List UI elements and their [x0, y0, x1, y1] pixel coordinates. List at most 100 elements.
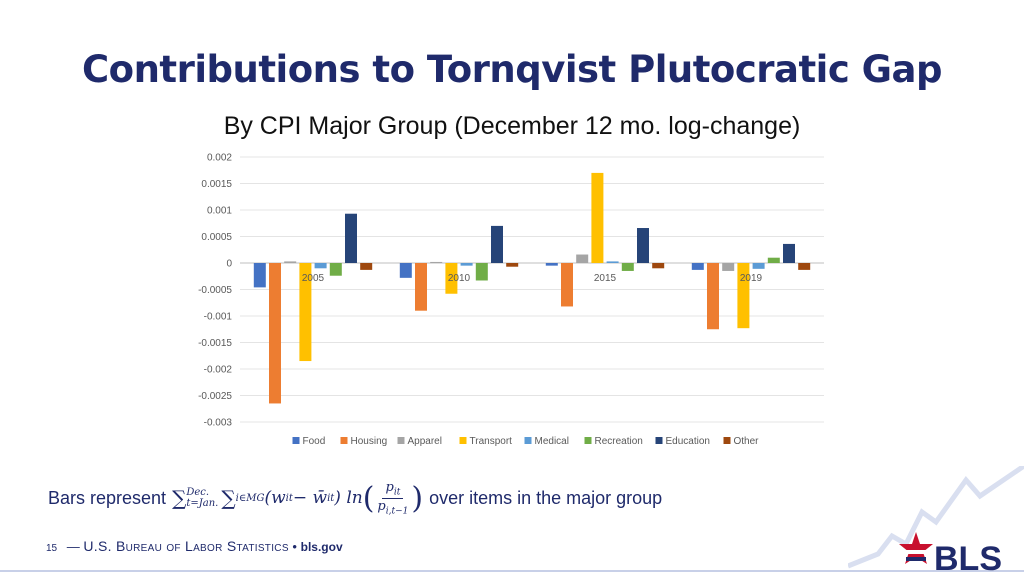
outer-sum-limits: Dec. t=Jan. [186, 487, 218, 509]
bar-apparel-2005 [284, 261, 297, 263]
bls-logo: BLS [848, 466, 1024, 576]
y-tick-label: 0.0015 [201, 179, 232, 190]
bar-transport-2015 [591, 172, 604, 263]
y-tick-label: 0.002 [207, 153, 232, 164]
weight-sub: it [285, 492, 293, 504]
footer-bullet: • [292, 539, 297, 554]
outer-sum-lower: t=Jan. [186, 498, 219, 509]
legend-item-education: Education [666, 436, 710, 447]
legend-swatch [340, 437, 348, 444]
x-tick-label: 2010 [448, 273, 471, 284]
bar-education-2019 [783, 243, 795, 263]
close-paren: ) [411, 480, 424, 516]
chart-gridlines [240, 156, 824, 423]
formula-lead-text: Bars represent [48, 487, 167, 508]
chart-subtitle: By CPI Major Group (December 12 mo. log-… [223, 112, 801, 140]
bar-other-2019 [798, 263, 811, 270]
y-tick-label: 0.001 [207, 206, 232, 217]
bar-education-2010 [491, 225, 503, 263]
bar-food-2015 [545, 263, 558, 266]
formula-trail-text: over items in the major group [429, 487, 663, 508]
legend-swatch [655, 437, 663, 444]
x-tick-label: 2015 [594, 273, 617, 284]
legend-item-housing: Housing [351, 436, 388, 447]
legend-item-apparel: Apparel [408, 436, 442, 447]
bar-apparel-2019 [722, 263, 735, 271]
bar-medical-2019 [752, 263, 765, 269]
chart-legend: Food Housing Apparel Transport Medical Recrea… [292, 436, 760, 447]
ln-expr: ) ln [334, 488, 363, 508]
bar-apparel-2010 [430, 261, 443, 263]
legend-item-other: Other [734, 436, 760, 447]
bar-housing-2015 [561, 263, 573, 307]
y-tick-label: -0.002 [204, 365, 233, 376]
legend-item-recreation: Recreation [595, 436, 643, 447]
bar-transport-2005 [299, 263, 312, 362]
bar-food-2005 [253, 263, 266, 288]
x-axis-category-labels: 2005 2010 2015 2019 [302, 273, 763, 284]
y-tick-label: 0.0005 [201, 232, 232, 243]
open-paren: ( [362, 480, 375, 516]
price-denominator: pi,t−1 [377, 498, 409, 517]
bar-medical-2010 [460, 263, 473, 266]
logo-text: BLS [934, 540, 1002, 576]
slide-footer: 15 — U.S. Bureau of Labor Statistics • b… [46, 538, 343, 554]
legend-swatch [723, 437, 731, 444]
outer-sum-upper: Dec. [186, 487, 210, 498]
inner-sum-index: i∈MG [235, 492, 265, 504]
y-tick-label: -0.0015 [198, 338, 232, 349]
bar-recreation-2019 [767, 257, 780, 263]
legend-swatch [459, 437, 467, 444]
y-tick-label: -0.0005 [198, 285, 232, 296]
legend-swatch [397, 437, 405, 444]
bar-apparel-2015 [576, 254, 589, 263]
bar-chart: 0.002 0.0015 0.001 0.0005 0 -0.0005 -0.001 -0.0… [198, 153, 824, 447]
legend-item-medical: Medical [535, 436, 569, 447]
outer-sum-symbol: ∑ [172, 486, 187, 510]
avg-weight-sub: it [327, 492, 335, 504]
y-axis-tick-labels: 0.002 0.0015 0.001 0.0005 0 -0.0005 -0.001 -0.0… [198, 153, 232, 429]
footer-divider [0, 570, 1024, 572]
bar-medical-2015 [606, 261, 619, 263]
website-link[interactable]: bls.gov [300, 540, 343, 554]
page-number: 15 [46, 543, 58, 554]
bar-other-2010 [506, 263, 519, 267]
weight-expr: (w [264, 488, 286, 508]
logo-star-icon [899, 532, 933, 564]
x-tick-label: 2019 [740, 273, 763, 284]
price-numerator: pit [382, 480, 404, 499]
slide-title: Contributions to Tornqvist Plutocratic G… [82, 48, 943, 91]
bar-food-2010 [399, 263, 412, 278]
bar-recreation-2015 [621, 263, 634, 271]
bar-education-2005 [345, 213, 357, 263]
bar-transport-2010 [445, 263, 458, 294]
bar-transport-2019 [737, 263, 750, 329]
legend-item-transport: Transport [470, 436, 513, 447]
bar-housing-2005 [269, 263, 281, 404]
formula-caption: Bars represent ∑ Dec. t=Jan. ∑ i∈MG (w it… [48, 478, 662, 518]
y-tick-label: -0.003 [204, 418, 233, 429]
bar-housing-2010 [415, 263, 427, 311]
bar-recreation-2005 [329, 263, 342, 276]
legend-swatch [584, 437, 592, 444]
x-tick-label: 2005 [302, 273, 325, 284]
y-tick-label: 0 [226, 259, 232, 270]
legend-item-food: Food [303, 436, 326, 447]
inner-sum-symbol: ∑ [221, 486, 236, 510]
y-tick-label: -0.0025 [198, 391, 232, 402]
bar-other-2015 [652, 263, 665, 269]
logo-trend-line [848, 466, 1024, 569]
legend-swatch [292, 437, 300, 444]
legend-swatch [524, 437, 532, 444]
price-ratio: pit pi,t−1 [377, 480, 408, 516]
footer-dash: — [66, 539, 80, 554]
chart-bars [253, 172, 811, 404]
bar-housing-2019 [707, 263, 719, 330]
avg-weight-expr: − w̄ [292, 488, 328, 508]
bar-medical-2005 [314, 263, 327, 269]
bar-food-2019 [691, 263, 704, 270]
bar-recreation-2010 [475, 263, 488, 281]
y-tick-label: -0.001 [204, 312, 233, 323]
agency-name: U.S. Bureau of Labor Statistics [83, 538, 289, 554]
tornqvist-formula: ∑ Dec. t=Jan. ∑ i∈MG (w it − w̄ it ) ln ( … [172, 480, 423, 516]
